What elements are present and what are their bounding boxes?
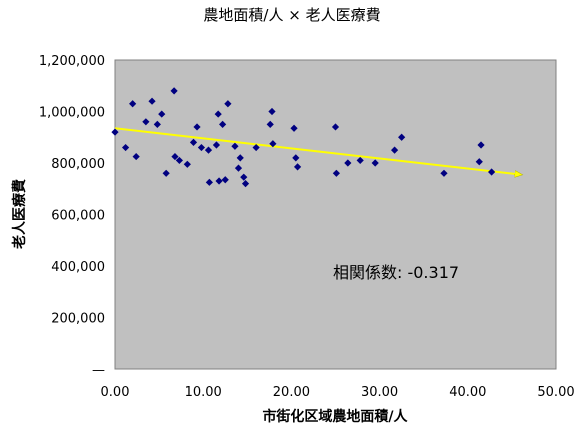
data-point bbox=[488, 168, 496, 176]
data-point bbox=[204, 146, 213, 154]
data-point bbox=[214, 110, 222, 118]
data-point bbox=[475, 158, 483, 166]
data-point bbox=[234, 164, 243, 172]
data-point bbox=[183, 160, 191, 168]
y-tick-label: 800,000 bbox=[51, 157, 105, 172]
data-point bbox=[371, 159, 379, 167]
data-point bbox=[290, 124, 298, 132]
data-point bbox=[162, 169, 170, 177]
data-point bbox=[142, 118, 150, 126]
data-point bbox=[158, 110, 166, 118]
data-point bbox=[252, 143, 260, 152]
data-point bbox=[171, 152, 179, 161]
x-tick-label: 20.00 bbox=[273, 385, 310, 400]
data-point bbox=[215, 177, 223, 185]
data-point bbox=[440, 169, 448, 177]
data-point bbox=[205, 178, 213, 186]
data-point bbox=[132, 152, 140, 161]
data-point bbox=[269, 140, 277, 148]
x-axis-ticks: 0.00 10.00 20.00 30.00 40.00 50.00 bbox=[101, 385, 575, 400]
y-tick-label: 600,000 bbox=[51, 209, 105, 224]
data-point bbox=[398, 133, 406, 141]
data-point bbox=[241, 180, 250, 188]
data-point bbox=[268, 107, 276, 116]
x-tick-label: 40.00 bbox=[449, 385, 486, 400]
x-tick-label: 30.00 bbox=[361, 385, 398, 400]
data-point bbox=[170, 87, 178, 95]
data-point bbox=[236, 154, 244, 162]
data-point bbox=[193, 123, 201, 131]
y-tick-label: 200,000 bbox=[51, 312, 105, 327]
x-tick-label: 0.00 bbox=[101, 385, 130, 400]
y-tick-label: — bbox=[92, 363, 105, 378]
y-tick-label: 400,000 bbox=[51, 260, 105, 275]
plot-area bbox=[114, 59, 557, 370]
data-point bbox=[332, 169, 340, 177]
data-point bbox=[121, 143, 130, 152]
y-axis-ticks: — 200,000 400,000 600,000 800,000 1,000,000 1,… bbox=[39, 54, 105, 378]
y-tick-label: 1,000,000 bbox=[39, 106, 105, 121]
y-tick-label: 1,200,000 bbox=[39, 54, 105, 69]
data-point bbox=[231, 142, 239, 150]
x-tick-label: 10.00 bbox=[185, 385, 222, 400]
correlation-annotation: 相関係数: -0.317 bbox=[333, 263, 459, 282]
x-tick-label: 50.00 bbox=[537, 385, 574, 400]
chart-title: 農地面積/人 × 老人医療費 bbox=[203, 6, 380, 24]
data-point bbox=[148, 97, 156, 105]
data-point bbox=[293, 163, 302, 171]
data-point bbox=[224, 100, 232, 108]
data-point bbox=[129, 100, 137, 108]
data-point bbox=[356, 156, 364, 165]
data-point bbox=[197, 143, 206, 152]
data-point bbox=[111, 128, 119, 136]
data-point bbox=[175, 156, 183, 165]
data-point bbox=[266, 120, 274, 128]
data-point bbox=[477, 141, 485, 149]
data-points bbox=[111, 87, 496, 188]
data-point bbox=[331, 123, 340, 131]
data-point bbox=[219, 120, 227, 128]
data-point bbox=[390, 146, 399, 154]
data-point bbox=[221, 176, 229, 184]
trend-line bbox=[114, 127, 521, 174]
data-point bbox=[344, 159, 352, 167]
data-point bbox=[189, 138, 198, 146]
data-point bbox=[212, 141, 221, 149]
data-point bbox=[292, 154, 300, 162]
x-axis-label: 市街化区域農地面積/人 bbox=[262, 408, 408, 425]
y-axis-label: 老人医療費 bbox=[11, 179, 28, 249]
data-point bbox=[153, 120, 161, 128]
data-point bbox=[240, 173, 248, 181]
